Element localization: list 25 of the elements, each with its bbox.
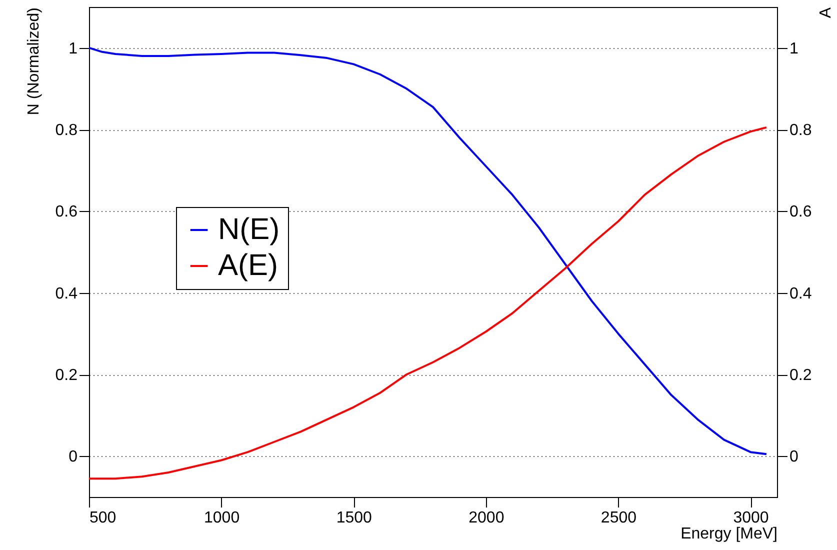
x-tick-label: 2500 xyxy=(600,510,637,526)
y-tick-label: 0.6 xyxy=(55,204,78,221)
legend-label: A(E) xyxy=(218,249,278,282)
y-axis-title: N (Normalized) xyxy=(25,8,42,116)
line-series xyxy=(89,126,768,480)
y2-tick-label: 0.6 xyxy=(790,204,812,221)
y2-tick-label: 0.4 xyxy=(790,285,812,302)
y-tick-label: 0 xyxy=(68,448,78,466)
y-tick-label: 1 xyxy=(68,40,78,58)
x-axis-title: Energy [MeV] xyxy=(680,526,778,542)
y-tick-label: 0.4 xyxy=(55,285,78,302)
x-tick-label: 1500 xyxy=(336,510,372,526)
y2-tick-label: 0 xyxy=(790,448,798,466)
x-tick-label: 3000 xyxy=(733,510,769,526)
x-tick-label: 500 xyxy=(90,510,116,526)
x-tick-label: 2000 xyxy=(468,510,504,526)
y2-axis-title: A xyxy=(818,7,835,18)
y2-tick-label: 0.8 xyxy=(790,122,812,139)
y2-tick-label: 0.2 xyxy=(790,367,812,384)
line-series xyxy=(89,46,768,456)
legend-label: N(E) xyxy=(218,213,280,246)
y-tick-label: 0.8 xyxy=(55,122,78,139)
x-tick-label: 1000 xyxy=(204,510,240,526)
y-tick-label: 0.2 xyxy=(55,367,78,384)
y2-tick-label: 1 xyxy=(790,40,798,58)
